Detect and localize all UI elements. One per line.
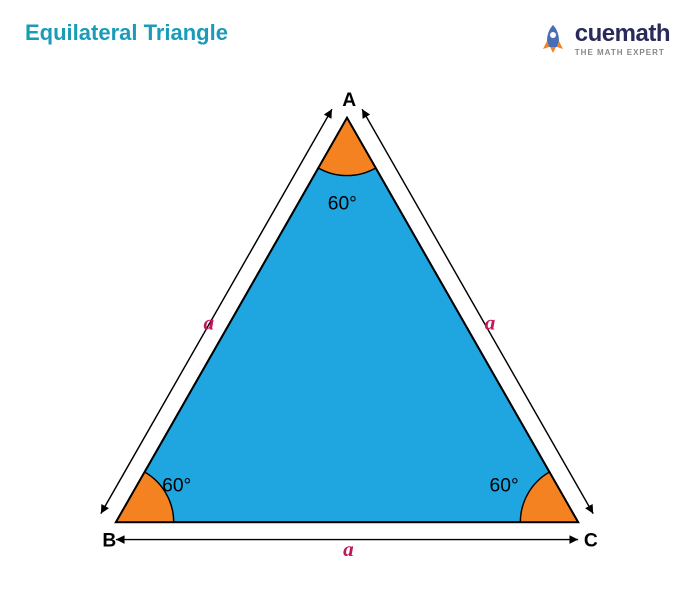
logo: cuemath THE MATH EXPERT: [537, 20, 670, 57]
arrowhead-icon: [116, 535, 125, 544]
arrowhead-icon: [569, 535, 578, 544]
vertex-label: A: [342, 90, 356, 111]
triangle-diagram: A B C 60° 60° 60° a a a: [0, 60, 695, 580]
rocket-icon: [537, 23, 569, 55]
angle-label: 60°: [490, 475, 519, 496]
page-title: Equilateral Triangle: [25, 20, 228, 46]
logo-brand: cuemath: [575, 20, 670, 48]
triangle-shape: [116, 118, 578, 522]
vertex-label: C: [584, 530, 598, 551]
angle-label: 60°: [162, 475, 191, 496]
logo-text: cuemath THE MATH EXPERT: [575, 20, 670, 57]
logo-tagline: THE MATH EXPERT: [575, 48, 665, 57]
header: Equilateral Triangle cuemath THE MATH EX…: [25, 20, 670, 57]
side-label: a: [485, 311, 496, 335]
side-label: a: [343, 537, 354, 561]
side-label: a: [204, 311, 215, 335]
vertex-label: B: [102, 530, 116, 551]
angle-label: 60°: [328, 193, 357, 214]
angle-sector: [318, 118, 375, 176]
